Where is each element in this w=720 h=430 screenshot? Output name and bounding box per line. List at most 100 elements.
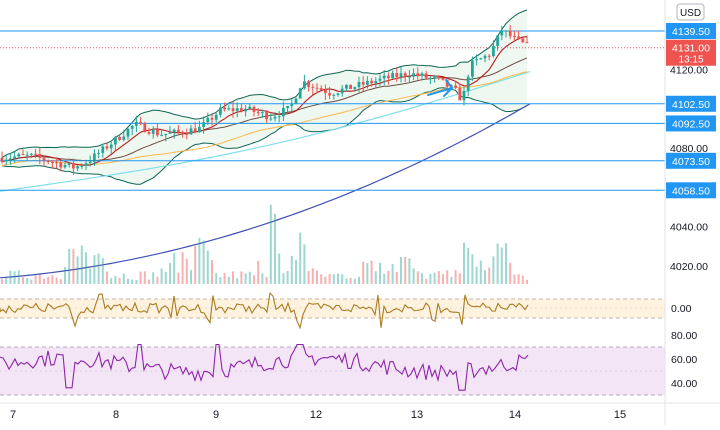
volume-bar: [110, 278, 113, 284]
candle-body: [265, 112, 268, 120]
candle: [487, 54, 491, 61]
candle: [202, 116, 205, 134]
volume-bar: [236, 278, 239, 284]
candle-body: [483, 55, 487, 59]
time-tick-label: 7: [10, 409, 16, 421]
volume-bar: [34, 275, 37, 284]
volume-bar: [450, 277, 453, 284]
candle-body: [290, 103, 294, 107]
candle: [261, 109, 264, 118]
level-label-bg: [666, 152, 716, 169]
candle-body: [286, 106, 289, 108]
candle-body: [206, 117, 210, 123]
candle: [374, 77, 378, 89]
volume-bar: [484, 270, 486, 284]
time-tick-label: 15: [614, 409, 626, 421]
volume-bar: [223, 272, 226, 284]
volume-bar: [265, 277, 268, 284]
volume-bar: [55, 277, 58, 284]
bollinger-lower-line: [1, 87, 528, 185]
volume-bar: [101, 258, 104, 284]
candle: [471, 56, 474, 81]
candle-body: [252, 106, 256, 112]
candle-body: [294, 98, 298, 104]
volume-bar: [412, 268, 415, 284]
volume-bar: [93, 255, 96, 284]
candle-body: [88, 161, 92, 164]
candle-body: [311, 86, 315, 88]
volume-bar: [148, 279, 150, 284]
candle-body: [395, 73, 399, 78]
candle: [67, 162, 71, 168]
candle-body: [361, 82, 365, 85]
candle-body: [210, 117, 214, 120]
volume-bar: [122, 273, 125, 284]
candle-body: [466, 76, 470, 91]
candle-body: [168, 132, 172, 134]
candle-body: [303, 81, 306, 89]
level-label: 4139.50: [672, 26, 710, 38]
candle: [378, 74, 382, 86]
candle: [265, 110, 268, 123]
candle-body: [454, 85, 457, 88]
candle-body: [223, 107, 226, 110]
candle: [80, 163, 84, 170]
volume-bar: [152, 272, 155, 284]
rsi-tick-label: 60.00: [671, 354, 697, 366]
candle-body: [126, 128, 130, 137]
candle: [240, 103, 243, 113]
candle: [403, 71, 407, 82]
volume-bar: [1, 279, 3, 284]
candle: [277, 110, 281, 123]
volume-bar: [404, 257, 407, 284]
candle-body: [67, 162, 71, 165]
candle: [508, 25, 512, 40]
candle-body: [399, 73, 403, 78]
candle-body: [51, 162, 54, 163]
volume-bar: [467, 247, 470, 284]
candle-body: [227, 108, 231, 110]
candle: [252, 105, 256, 117]
volume-bar: [526, 279, 528, 284]
candle: [294, 97, 298, 105]
volume-bar: [118, 278, 121, 284]
candle: [42, 155, 46, 167]
currency-badge[interactable]: USD: [676, 3, 705, 21]
candle: [500, 25, 504, 40]
candle: [38, 147, 42, 165]
candle: [366, 76, 369, 89]
candle-body: [160, 135, 163, 137]
level-label-bg: [666, 23, 716, 39]
price-tick-label: 4080.00: [670, 143, 708, 155]
candle-body: [244, 108, 247, 112]
candle-body: [198, 127, 201, 133]
level-label: 4073.50: [672, 156, 710, 168]
volume-bar: [509, 262, 512, 284]
candle-body: [256, 111, 260, 113]
candle-body: [9, 158, 12, 160]
candle-body: [412, 73, 415, 77]
candle-body: [80, 165, 84, 167]
candle-body: [84, 163, 88, 166]
candle: [126, 127, 130, 140]
ma-slow-line: [0, 103, 531, 279]
candle: [177, 125, 180, 134]
volume-bar: [458, 273, 461, 284]
candle-body: [109, 144, 113, 149]
volume-bar: [181, 252, 184, 284]
volume-bar: [240, 271, 243, 284]
volume-bar: [374, 271, 377, 284]
price-tick-label: 4020.00: [670, 261, 708, 273]
volume-bar: [517, 274, 520, 284]
volume-bar: [97, 253, 100, 284]
candle-body: [151, 129, 155, 134]
volume-bar: [89, 268, 92, 284]
volume-bar: [232, 271, 234, 284]
candle: [273, 112, 277, 122]
volume-bar: [286, 271, 289, 284]
ma-fast-line: [1, 36, 528, 166]
candle-body: [143, 123, 147, 133]
volume-bar: [463, 242, 465, 284]
